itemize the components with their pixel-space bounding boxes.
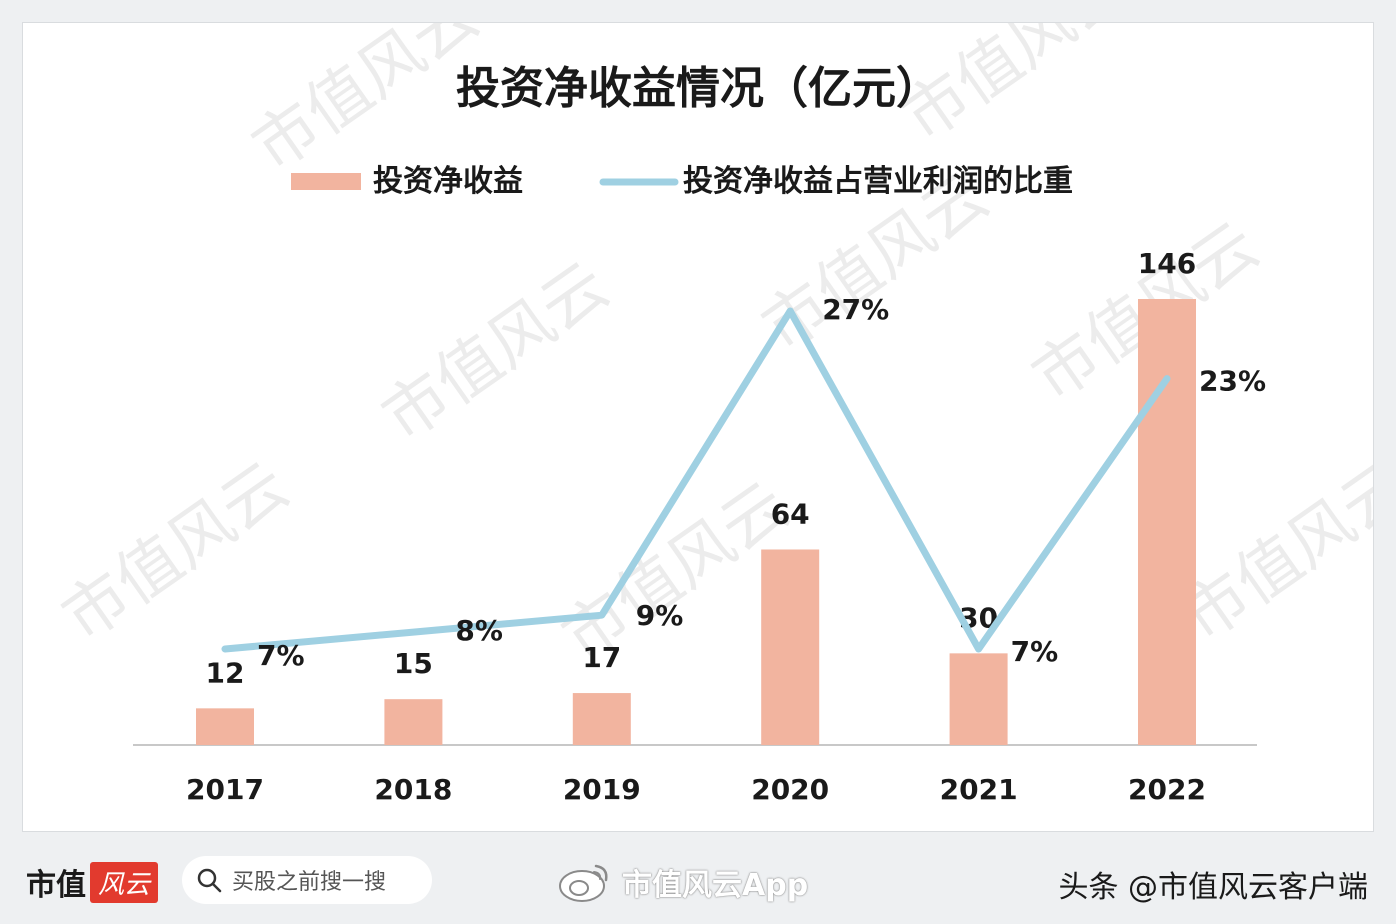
legend-line-label: 投资净收益占营业利润的比重 [683,164,1073,199]
bar-2017 [196,708,254,745]
line-label-2019: 9% [636,599,684,632]
watermark-text: 市值风云 [240,23,492,186]
line-label-2020: 27% [822,293,889,326]
investment-income-chart: 市值风云市值风云市值风云市值风云市值风云市值风云市值风云市值风云 投资净收益情况… [50,23,1373,806]
brand-logo[interactable]: 市值 风云 [26,860,159,904]
footer: 市值 风云 买股之前搜一搜 市值风云App 头条 @市值风云客户端 [0,840,1396,924]
weibo-text: 市值风云App [622,868,809,903]
watermark-text: 市值风云 [1170,449,1373,656]
weibo-icon [559,864,608,902]
x-tick-2019: 2019 [563,773,641,806]
watermark-text: 市值风云 [50,449,302,656]
ratio-line [221,307,1171,653]
bar-label-2020: 64 [771,497,810,530]
watermark-text: 市值风云 [370,249,622,456]
line-label-2018: 8% [455,614,503,647]
line-label-2021: 7% [1011,635,1059,668]
bar-2020 [761,549,820,745]
bar-label-2017: 12 [206,656,245,689]
search-box[interactable]: 买股之前搜一搜 [182,856,432,904]
x-tick-2022: 2022 [1128,773,1206,806]
search-placeholder: 买股之前搜一搜 [232,870,387,895]
toutiao-source: 头条 @市值风云客户端 [1058,870,1368,905]
bar-label-2018: 15 [394,647,433,680]
bar-label-2019: 17 [582,641,621,674]
legend-bar-swatch [291,173,361,190]
line-label-2017: 7% [257,639,305,672]
line-label-2022: 23% [1199,365,1266,398]
bar-label-2022: 146 [1138,247,1196,280]
x-tick-labels: 2017 2018 2019 2020 2021 2022 [186,773,1206,806]
bar-2019 [572,693,631,745]
chart-title: 投资净收益情况（亿元） [456,63,940,114]
bar-2022 [1138,299,1196,745]
x-tick-2018: 2018 [374,773,452,806]
search-icon [197,868,222,893]
bar-2018 [384,699,443,745]
brand-text: 市值 [26,868,86,903]
x-tick-2017: 2017 [186,773,264,806]
bar-2021 [949,653,1008,745]
legend-bar-label: 投资净收益 [373,164,523,199]
line-series: 7% 8% 9% 27% 7% 23% [221,293,1266,672]
x-tick-2021: 2021 [940,773,1018,806]
chart-card: 市值风云市值风云市值风云市值风云市值风云市值风云市值风云市值风云 投资净收益情况… [22,22,1374,832]
x-tick-2020: 2020 [751,773,829,806]
brand-badge: 风云 [90,861,159,903]
legend: 投资净收益 投资净收益占营业利润的比重 [291,164,1073,199]
weibo-watermark: 市值风云App [556,858,808,906]
